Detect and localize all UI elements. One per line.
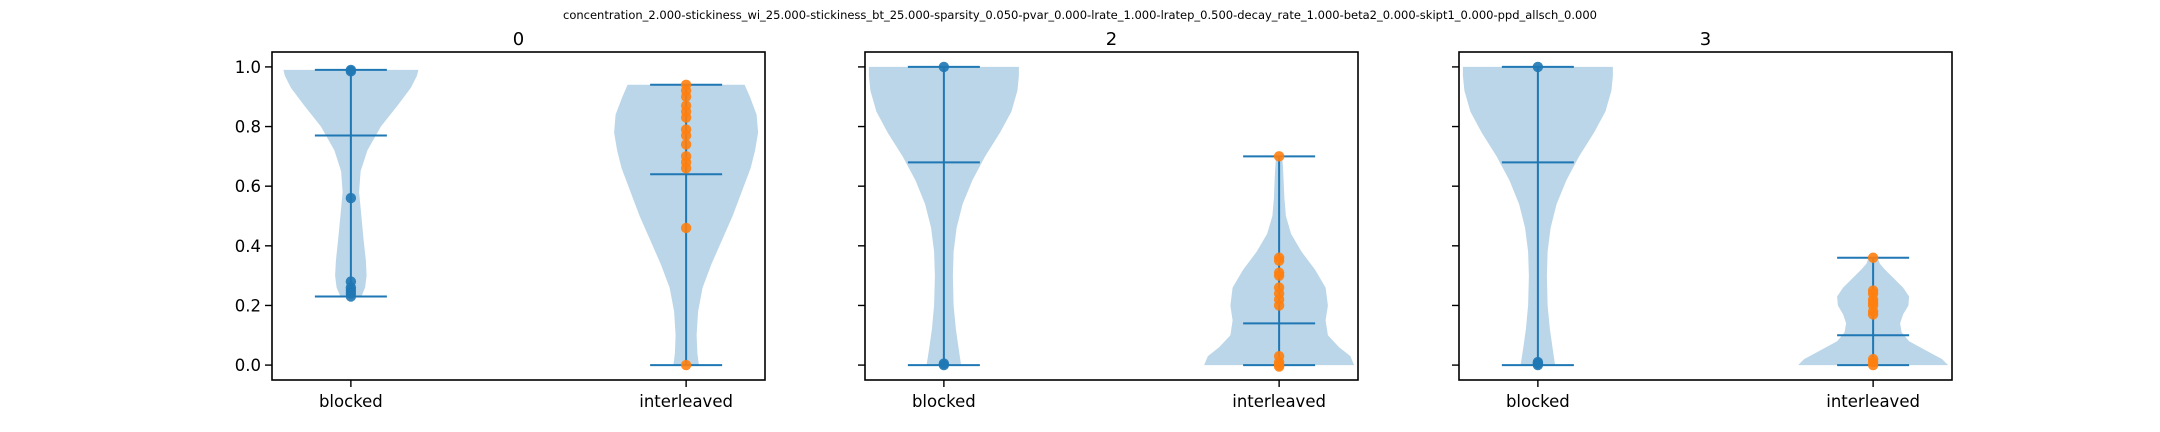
y-tick-label: 1.0 <box>235 58 261 77</box>
subplot-2: blocked interleaved 3 <box>1452 29 1953 411</box>
subplot-1: blocked interleaved 2 <box>858 29 1359 411</box>
data-point-interleaved <box>680 91 692 102</box>
y-tick-label: 0.0 <box>235 356 261 375</box>
axes-frame <box>1458 51 1953 381</box>
data-point-interleaved <box>680 139 692 150</box>
y-tick-label: 0.6 <box>235 177 261 196</box>
x-tick-label-interleaved: interleaved <box>639 392 733 411</box>
data-point-interleaved <box>1273 300 1285 311</box>
x-tick-label-interleaved: interleaved <box>1826 392 1920 411</box>
data-point-interleaved <box>1273 361 1285 372</box>
data-point-blocked <box>345 291 357 302</box>
subplot-title: 3 <box>1700 29 1711 50</box>
data-point-interleaved <box>1867 359 1879 371</box>
subplot-title: 0 <box>513 29 524 50</box>
data-point-blocked <box>938 61 950 73</box>
data-point-interleaved <box>1273 270 1285 281</box>
data-point-blocked <box>345 66 357 77</box>
subplot-title: 2 <box>1106 29 1117 50</box>
axes-frame <box>271 51 766 381</box>
y-tick-label: 0.4 <box>235 237 261 256</box>
axes-frame <box>864 51 1359 381</box>
data-point-blocked <box>345 192 357 204</box>
y-tick-label: 0.2 <box>235 296 261 315</box>
x-tick-label-blocked: blocked <box>1506 392 1570 411</box>
data-point-interleaved <box>680 112 692 123</box>
data-point-blocked <box>938 358 950 369</box>
data-point-blocked <box>1532 356 1544 368</box>
data-point-interleaved <box>680 359 692 371</box>
subplots: 0.0 0.2 0.4 0.6 0.8 1.0 blocked interleaved 0 blo… <box>235 29 1953 411</box>
data-point-interleaved <box>680 222 692 234</box>
subplot-0: 0.0 0.2 0.4 0.6 0.8 1.0 blocked interleaved 0 <box>235 29 766 411</box>
data-point-interleaved <box>680 130 692 141</box>
y-tick-label: 0.8 <box>235 118 261 137</box>
data-point-interleaved <box>1273 255 1285 266</box>
x-tick-label-blocked: blocked <box>319 392 383 411</box>
data-point-interleaved <box>1867 252 1879 263</box>
x-tick-label-blocked: blocked <box>912 392 976 411</box>
figure-suptitle: concentration_2.000-stickiness_wi_25.000… <box>563 8 1597 22</box>
data-point-interleaved <box>680 163 692 174</box>
data-point-interleaved <box>1273 151 1285 162</box>
x-tick-label-interleaved: interleaved <box>1232 392 1326 411</box>
data-point-interleaved <box>1867 309 1879 320</box>
data-point-blocked <box>1532 61 1544 73</box>
